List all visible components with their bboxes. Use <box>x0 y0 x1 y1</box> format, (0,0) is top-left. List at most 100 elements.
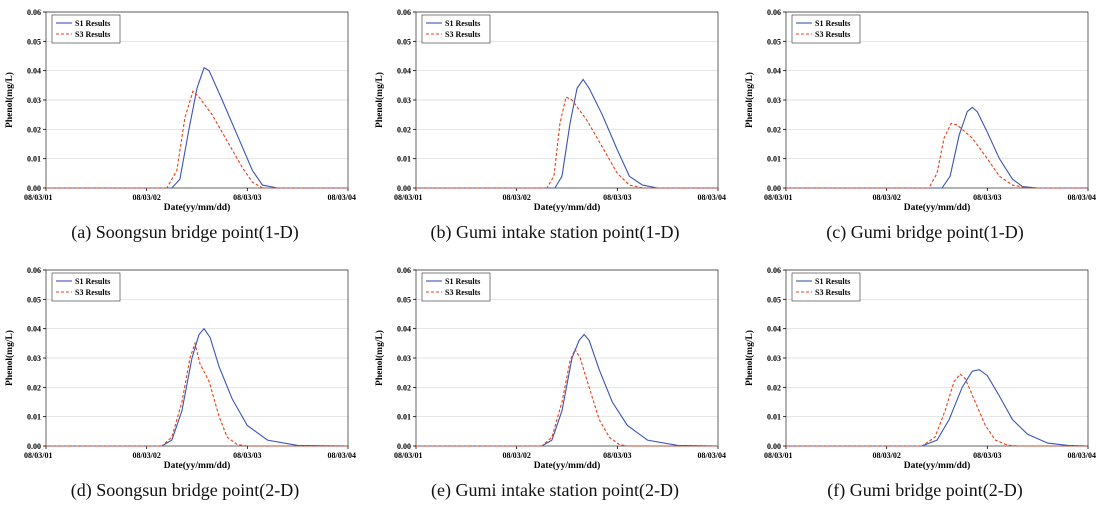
chart-panel-2: 0.00 0.01 0.02 0.03 0.04 0.05 0.06 08/03/01 08/0… <box>370 0 740 258</box>
y-tick-label: 0.01 <box>767 413 781 422</box>
plot-frame <box>415 11 719 189</box>
x-tick-label: 08/03/01 <box>764 451 792 460</box>
chart-panel-5: 0.00 0.01 0.02 0.03 0.04 0.05 0.06 08/03/01 08/0… <box>370 258 740 516</box>
x-tick-label: 08/03/02 <box>502 451 530 460</box>
y-tick-label: 0.00 <box>397 184 411 193</box>
x-tick-label: 08/03/04 <box>698 451 726 460</box>
series-line-s3 <box>786 373 1088 447</box>
x-tick-label: 08/03/01 <box>24 193 52 202</box>
y-tick-label: 0.00 <box>767 184 781 193</box>
x-axis-label: Date(yy/mm/dd) <box>904 460 971 471</box>
x-tick-label: 08/03/02 <box>132 193 160 202</box>
y-tick-label: 0.02 <box>27 383 41 392</box>
chart-caption: (e) Gumi intake station point(2-D) <box>431 480 679 500</box>
y-axis-label: Phenol(mg/L) <box>744 72 755 128</box>
series-line-s1 <box>46 327 349 447</box>
legend-entry: S3 Results <box>815 30 850 39</box>
x-axis-label: Date(yy/mm/dd) <box>534 202 601 213</box>
y-tick-label: 0.05 <box>397 295 411 304</box>
y-tick-label: 0.02 <box>397 125 411 134</box>
y-tick-label: 0.02 <box>27 125 41 134</box>
series-line-s3 <box>416 96 718 189</box>
y-tick-label: 0.03 <box>27 354 41 363</box>
chart-svg: 0.00 0.01 0.02 0.03 0.04 0.05 0.06 08/03/01 08/0… <box>374 266 726 471</box>
y-tick-label: 0.03 <box>27 96 41 105</box>
chart-caption: (a) Soongsun bridge point(1-D) <box>71 222 299 242</box>
y-tick-label: 0.01 <box>767 155 781 164</box>
legend-entry: S1 Results <box>75 19 110 28</box>
y-tick-label: 0.02 <box>767 383 781 392</box>
x-tick-label: 08/03/03 <box>973 451 1001 460</box>
x-tick-label: 08/03/02 <box>872 193 900 202</box>
y-tick-label: 0.05 <box>397 37 411 46</box>
y-tick-label: 0.03 <box>397 96 411 105</box>
y-tick-label: 0.05 <box>27 295 41 304</box>
y-axis-label: Phenol(mg/L) <box>4 330 15 386</box>
chart-caption: (c) Gumi bridge point(1-D) <box>826 222 1024 242</box>
y-tick-label: 0.04 <box>27 325 41 334</box>
y-tick-label: 0.01 <box>397 155 411 164</box>
chart-svg: 0.00 0.01 0.02 0.03 0.04 0.05 0.06 08/03/01 08/0… <box>374 8 726 213</box>
plot-frame <box>785 269 1089 447</box>
legend-entry: S3 Results <box>75 288 110 297</box>
x-tick-label: 08/03/01 <box>24 451 52 460</box>
y-tick-label: 0.01 <box>397 413 411 422</box>
y-tick-label: 0.01 <box>27 413 41 422</box>
legend-entry: S3 Results <box>75 30 110 39</box>
y-tick-label: 0.06 <box>27 266 41 275</box>
chart-svg: 0.00 0.01 0.02 0.03 0.04 0.05 0.06 08/03/01 08/0… <box>4 8 356 213</box>
chart-caption: (f) Gumi bridge point(2-D) <box>827 480 1023 500</box>
chart-panel-4: 0.00 0.01 0.02 0.03 0.04 0.05 0.06 08/03/01 08/0… <box>0 258 370 516</box>
x-tick-label: 08/03/01 <box>394 193 422 202</box>
y-tick-label: 0.06 <box>27 8 41 17</box>
y-axis-label: Phenol(mg/L) <box>4 72 15 128</box>
series-line-s3 <box>46 341 348 447</box>
chart-panel-6: 0.00 0.01 0.02 0.03 0.04 0.05 0.06 08/03/01 08/0… <box>740 258 1110 516</box>
chart-svg: 0.00 0.01 0.02 0.03 0.04 0.05 0.06 08/03/01 08/0… <box>744 8 1096 213</box>
legend-entry: S1 Results <box>815 277 850 286</box>
x-tick-label: 08/03/03 <box>603 451 631 460</box>
legend-box <box>51 14 121 44</box>
plot-frame <box>45 11 349 189</box>
x-tick-label: 08/03/02 <box>502 193 530 202</box>
y-tick-label: 0.02 <box>767 125 781 134</box>
x-tick-label: 08/03/04 <box>698 193 726 202</box>
y-tick-label: 0.04 <box>767 325 781 334</box>
y-axis-label: Phenol(mg/L) <box>744 330 755 386</box>
x-tick-label: 08/03/02 <box>132 451 160 460</box>
x-tick-label: 08/03/02 <box>872 451 900 460</box>
legend-box <box>791 14 861 44</box>
y-tick-label: 0.06 <box>767 266 781 275</box>
y-tick-label: 0.05 <box>27 37 41 46</box>
series-line-s3 <box>416 347 718 447</box>
y-tick-label: 0.06 <box>397 266 411 275</box>
y-tick-label: 0.06 <box>767 8 781 17</box>
legend-entry: S3 Results <box>445 288 480 297</box>
y-tick-label: 0.01 <box>27 155 41 164</box>
legend-box <box>421 272 491 302</box>
legend-entry: S3 Results <box>815 288 850 297</box>
legend-entry: S1 Results <box>445 19 480 28</box>
x-tick-label: 08/03/04 <box>1068 193 1096 202</box>
legend-box <box>51 272 121 302</box>
series-line-s1 <box>786 106 1088 189</box>
x-axis-label: Date(yy/mm/dd) <box>534 460 601 471</box>
x-axis-label: Date(yy/mm/dd) <box>904 202 971 213</box>
y-tick-label: 0.00 <box>397 442 411 451</box>
y-tick-label: 0.04 <box>397 325 411 334</box>
y-axis-label: Phenol(mg/L) <box>374 330 385 386</box>
y-tick-label: 0.02 <box>397 383 411 392</box>
x-tick-label: 08/03/01 <box>764 193 792 202</box>
y-tick-label: 0.00 <box>767 442 781 451</box>
y-axis-label: Phenol(mg/L) <box>374 72 385 128</box>
chart-svg: 0.00 0.01 0.02 0.03 0.04 0.05 0.06 08/03/01 08/0… <box>744 266 1096 471</box>
series-line-s3 <box>46 90 348 189</box>
y-tick-label: 0.05 <box>767 295 781 304</box>
series-line-s3 <box>786 122 1088 189</box>
chart-caption: (b) Gumi intake station point(1-D) <box>430 222 680 242</box>
legend-entry: S1 Results <box>445 277 480 286</box>
chart-caption: (d) Soongsun bridge point(2-D) <box>70 480 300 500</box>
y-tick-label: 0.04 <box>767 67 781 76</box>
legend-entry: S1 Results <box>815 19 850 28</box>
legend-box <box>421 14 491 44</box>
